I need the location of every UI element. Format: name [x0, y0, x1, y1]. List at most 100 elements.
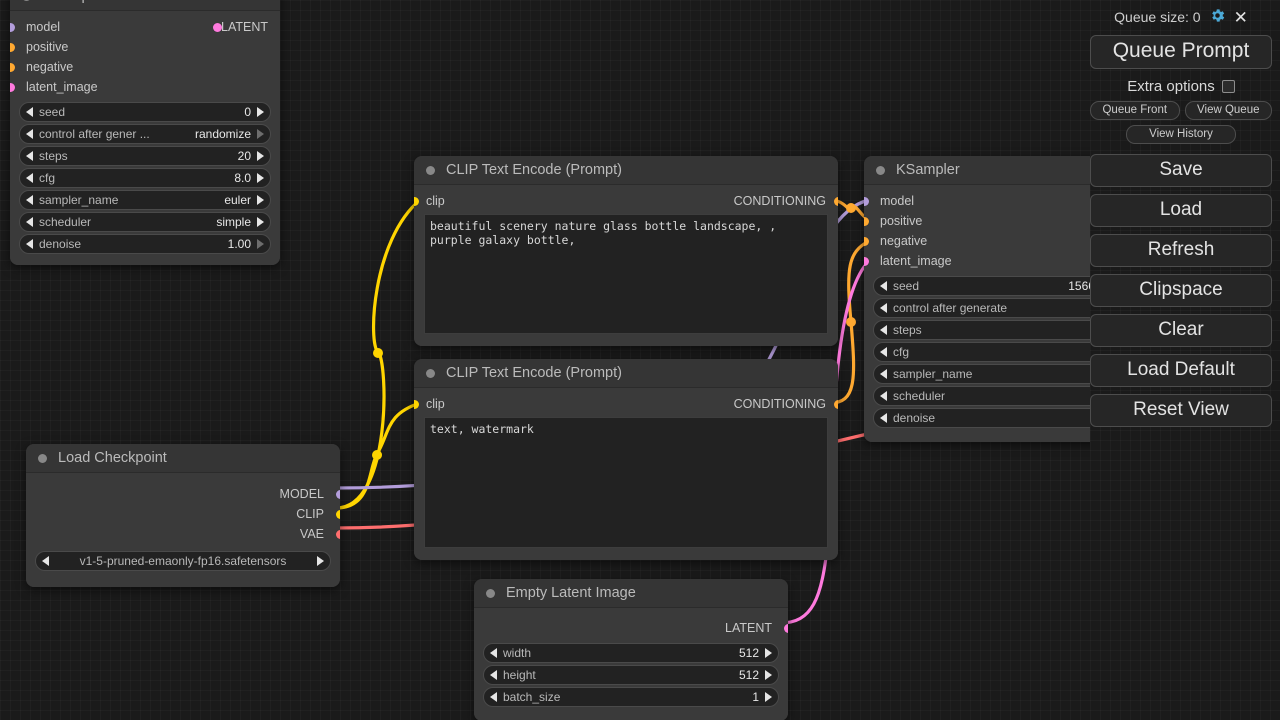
decrement-arrow-icon[interactable] [26, 107, 33, 117]
widget-scheduler[interactable]: scheduler simple [19, 212, 271, 232]
decrement-arrow-icon[interactable] [880, 369, 887, 379]
increment-arrow-icon[interactable] [257, 151, 264, 161]
latent-pin-icon[interactable] [212, 22, 222, 32]
node-title[interactable]: CLIP Text Encode (Prompt) [414, 359, 838, 388]
load-default-button[interactable]: Load Default [1090, 354, 1272, 387]
conditioning-pin-icon[interactable] [833, 196, 838, 206]
decrement-arrow-icon[interactable] [880, 413, 887, 423]
slot-input-model[interactable]: model [864, 191, 1164, 211]
slot-output-vae[interactable]: VAE [26, 524, 340, 544]
node-load-checkpoint[interactable]: Load Checkpoint MODEL CLIP VAE v1-5-prun… [26, 444, 340, 587]
widget-denoise[interactable]: denoise 1.00 [19, 234, 271, 254]
close-icon[interactable]: ✕ [1233, 7, 1248, 27]
latent-pin-icon[interactable] [10, 82, 15, 92]
extra-options-checkbox[interactable] [1221, 80, 1235, 93]
decrement-arrow-icon[interactable] [26, 151, 33, 161]
node-title[interactable]: Empty Latent Image [474, 579, 788, 608]
slot-input-positive[interactable]: positive [864, 211, 1164, 231]
widget-cfg[interactable]: cfg [873, 342, 1155, 362]
node-empty-latent-image[interactable]: Empty Latent Image LATENT width 512 heig… [474, 579, 788, 720]
node-title[interactable]: Load Checkpoint [26, 444, 340, 473]
decrement-arrow-icon[interactable] [42, 556, 49, 566]
reset-view-button[interactable]: Reset View [1090, 394, 1272, 427]
decrement-arrow-icon[interactable] [490, 648, 497, 658]
decrement-arrow-icon[interactable] [26, 217, 33, 227]
increment-arrow-icon[interactable] [257, 173, 264, 183]
save-button[interactable]: Save [1090, 154, 1272, 187]
node-collapse-icon[interactable] [876, 165, 885, 175]
queue-front-button[interactable]: Queue Front [1090, 101, 1180, 120]
increment-arrow-icon[interactable] [257, 217, 264, 227]
node-title[interactable]: KSampler [10, 0, 280, 11]
widget-ckpt-name[interactable]: v1-5-pruned-emaonly-fp16.safetensors [35, 551, 331, 571]
latent-pin-icon[interactable] [864, 256, 869, 266]
clipspace-button[interactable]: Clipspace [1090, 274, 1272, 307]
node-ksampler-left[interactable]: KSampler model LATENT positive negative … [10, 0, 280, 265]
node-collapse-icon[interactable] [38, 453, 47, 463]
conditioning-pin-icon[interactable] [833, 399, 838, 409]
prompt-textarea[interactable]: text, watermark [424, 417, 828, 548]
decrement-arrow-icon[interactable] [880, 391, 887, 401]
widget-sampler-name[interactable]: sampler_name [873, 364, 1155, 384]
slot-output-latent[interactable]: LATENT [474, 618, 788, 638]
widget-control-after-generate[interactable]: control after gener ... randomize [19, 124, 271, 144]
widget-sampler-name[interactable]: sampler_name euler [19, 190, 271, 210]
conditioning-pin-icon[interactable] [864, 236, 869, 246]
model-pin-icon[interactable] [335, 489, 340, 499]
slot-input-negative[interactable]: negative [864, 231, 1164, 251]
decrement-arrow-icon[interactable] [880, 281, 887, 291]
decrement-arrow-icon[interactable] [26, 129, 33, 139]
widget-width[interactable]: width 512 [483, 643, 779, 663]
decrement-arrow-icon[interactable] [26, 173, 33, 183]
conditioning-pin-icon[interactable] [10, 62, 15, 72]
slot-input-latent-image[interactable]: latent_image [10, 77, 280, 97]
decrement-arrow-icon[interactable] [880, 347, 887, 357]
node-clip-text-encode-positive[interactable]: CLIP Text Encode (Prompt) clip CONDITION… [414, 156, 838, 346]
decrement-arrow-icon[interactable] [26, 239, 33, 249]
node-collapse-icon[interactable] [486, 588, 495, 598]
conditioning-pin-icon[interactable] [10, 42, 15, 52]
widget-steps[interactable]: steps [873, 320, 1155, 340]
model-pin-icon[interactable] [864, 196, 869, 206]
widget-steps[interactable]: steps 20 [19, 146, 271, 166]
increment-arrow-icon[interactable] [765, 670, 772, 680]
clear-button[interactable]: Clear [1090, 314, 1272, 347]
node-collapse-icon[interactable] [426, 165, 435, 175]
slot-output-clip[interactable]: CLIP [26, 504, 340, 524]
decrement-arrow-icon[interactable] [490, 692, 497, 702]
view-queue-button[interactable]: View Queue [1184, 101, 1272, 120]
decrement-arrow-icon[interactable] [880, 303, 887, 313]
decrement-arrow-icon[interactable] [880, 325, 887, 335]
clip-pin-icon[interactable] [414, 196, 419, 206]
increment-arrow-icon[interactable] [257, 129, 264, 139]
latent-pin-icon[interactable] [783, 623, 788, 633]
clip-pin-icon[interactable] [414, 399, 419, 409]
widget-batch-size[interactable]: batch_size 1 [483, 687, 779, 707]
clip-pin-icon[interactable] [335, 509, 340, 519]
increment-arrow-icon[interactable] [765, 692, 772, 702]
widget-scheduler[interactable]: scheduler [873, 386, 1155, 406]
slot-output-model[interactable]: MODEL [26, 484, 340, 504]
node-collapse-icon[interactable] [426, 368, 435, 378]
node-title[interactable]: CLIP Text Encode (Prompt) [414, 156, 838, 185]
increment-arrow-icon[interactable] [257, 239, 264, 249]
slot-input-latent-image[interactable]: latent_image [864, 251, 1164, 271]
decrement-arrow-icon[interactable] [490, 670, 497, 680]
widget-height[interactable]: height 512 [483, 665, 779, 685]
queue-prompt-button[interactable]: Queue Prompt [1090, 35, 1272, 69]
vae-pin-icon[interactable] [335, 529, 340, 539]
increment-arrow-icon[interactable] [317, 556, 324, 566]
decrement-arrow-icon[interactable] [26, 195, 33, 205]
node-collapse-icon[interactable] [22, 0, 31, 1]
slot-input-model[interactable]: model LATENT [10, 17, 280, 37]
load-button[interactable]: Load [1090, 194, 1272, 227]
widget-cfg[interactable]: cfg 8.0 [19, 168, 271, 188]
prompt-textarea[interactable]: beautiful scenery nature glass bottle la… [424, 214, 828, 334]
widget-denoise[interactable]: denoise [873, 408, 1155, 428]
view-history-button[interactable]: View History [1126, 125, 1236, 144]
node-clip-text-encode-negative[interactable]: CLIP Text Encode (Prompt) clip CONDITION… [414, 359, 838, 560]
increment-arrow-icon[interactable] [257, 107, 264, 117]
conditioning-pin-icon[interactable] [864, 216, 869, 226]
increment-arrow-icon[interactable] [765, 648, 772, 658]
gear-icon[interactable] [1209, 7, 1226, 27]
